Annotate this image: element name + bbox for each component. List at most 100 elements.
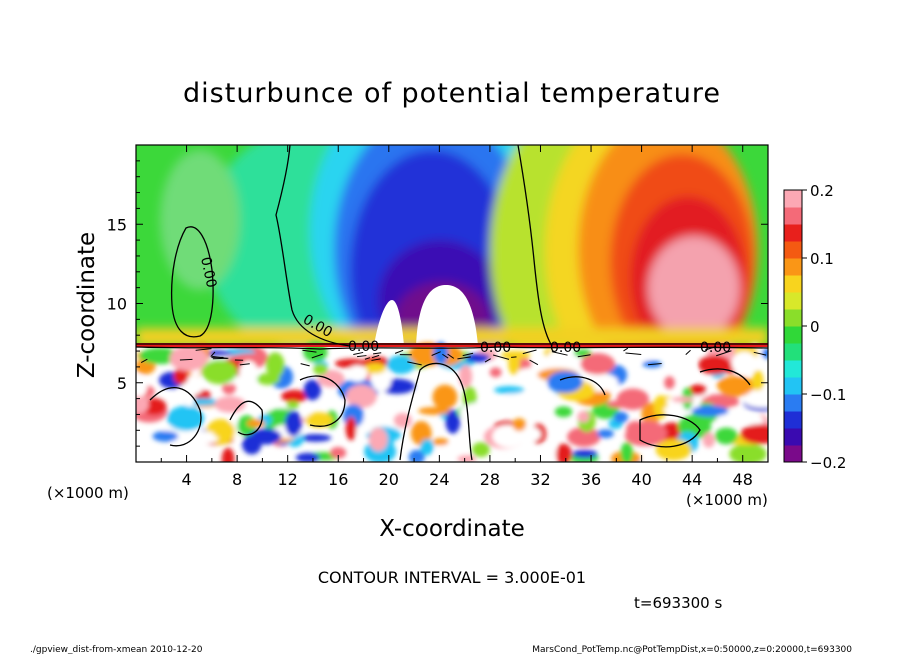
noise-blob [508, 352, 521, 375]
noise-blob [567, 427, 601, 447]
x-tick-label: 8 [232, 470, 242, 489]
contour-line [136, 346, 768, 350]
noise-blob [731, 351, 758, 376]
contour-label: 0.00 [550, 340, 581, 356]
noise-blob [633, 423, 645, 443]
contour-line [399, 362, 473, 461]
contour-interval: CONTOUR INTERVAL = 3.000E-01 [318, 568, 586, 587]
x-tick-label: 12 [278, 470, 298, 489]
colorbar-swatch [784, 207, 802, 225]
noise-blob [239, 360, 259, 386]
contour-fragment [511, 356, 517, 358]
noise-blob [386, 355, 416, 375]
colorbar-tick-label: −0.2 [810, 454, 846, 472]
noise-blob [265, 352, 285, 378]
contour-fragment [623, 347, 629, 352]
contour-line [299, 375, 346, 427]
footer-right: MarsCond_PotTemp.nc@PotTempDist,x=0:5000… [532, 645, 852, 654]
contour-fragment [577, 354, 591, 358]
noise-blob [136, 375, 148, 399]
noise-blob [305, 412, 333, 429]
noise-blob [512, 418, 526, 432]
contour-label: 0.00 [348, 339, 379, 355]
noise-blob [408, 449, 425, 462]
noise-blob [683, 358, 694, 382]
contour-fragment [394, 349, 404, 354]
noise-blob [281, 389, 308, 403]
x-tick-label: 28 [480, 470, 500, 489]
contour-fragment [357, 355, 367, 358]
contour-fragment [705, 346, 717, 351]
y-tick-label: 5 [117, 374, 127, 393]
noise-blob [136, 395, 149, 414]
boundary-red-line [136, 343, 768, 347]
colorbar-tick-label: 0.1 [810, 250, 834, 268]
contour-fragment [140, 358, 148, 363]
noise-blob [761, 348, 768, 359]
x-tick-label: 44 [682, 470, 702, 489]
white-dome-left [374, 300, 404, 346]
y-axis-label: Z-coordinate [74, 232, 100, 378]
noise-blob [489, 367, 502, 378]
y-tick-label: 10 [107, 295, 127, 314]
contour-label: 0.00 [480, 340, 511, 356]
noise-blob [555, 443, 572, 462]
colorbar-tick-label: 0 [810, 318, 820, 336]
colorbar-swatch [784, 292, 802, 310]
contour-fragment [647, 362, 662, 366]
colorbar-swatch [784, 343, 802, 361]
contour-fragment [484, 358, 491, 363]
contour-fragment [371, 358, 381, 361]
noise-blob [433, 341, 449, 365]
noise-blob [664, 376, 675, 390]
contour-fragment [210, 351, 216, 357]
colorbar-tick-label: −0.1 [810, 386, 846, 404]
contour-lines [136, 145, 768, 461]
contour-fragment [753, 351, 767, 356]
chart-title: disturbunce of potential temperature [183, 78, 721, 109]
noise-blob [300, 434, 332, 442]
plot-area [136, 145, 768, 462]
contour-line [517, 145, 553, 347]
noise-blob [702, 432, 715, 448]
x-unit-right: (×1000 m) [686, 491, 768, 509]
contour-fragment [529, 359, 539, 366]
noise-blob [691, 405, 729, 417]
contour-fragment [716, 350, 732, 357]
noise-blob [213, 431, 235, 438]
contour-fragment [302, 349, 317, 353]
noise-blob [577, 411, 590, 423]
x-tick-label: 24 [429, 470, 449, 489]
noise-blob [345, 384, 377, 409]
contour-fragment [239, 363, 250, 366]
noise-blob [606, 400, 633, 408]
noise-blob [250, 428, 282, 445]
noise-blob [596, 429, 614, 439]
noise-blob [554, 406, 573, 418]
noise-blob [345, 416, 357, 441]
noise-blob [173, 368, 189, 385]
contour-fragment [179, 358, 193, 361]
contour-line [275, 145, 351, 347]
noise-blob [317, 370, 345, 388]
x-tick-label: 40 [631, 470, 651, 489]
noise-blob [232, 353, 271, 363]
noise-blob [152, 430, 179, 442]
white-dome [416, 285, 478, 346]
noise-blob [459, 402, 500, 424]
time-label: t=693300 s [634, 594, 722, 612]
contour-fragment [551, 351, 568, 356]
contour-fragment [457, 356, 471, 360]
noise-blob [504, 391, 527, 409]
noise-blob [222, 381, 236, 395]
contour-line [639, 414, 701, 448]
colorbar-swatch [784, 241, 802, 259]
colorbar-swatch [784, 411, 802, 429]
noise-blob [458, 364, 473, 389]
noise-blob [432, 438, 449, 446]
contour-line [229, 400, 263, 436]
noise-blob [572, 449, 598, 458]
noise-blob [169, 345, 208, 372]
noise-blob [653, 395, 668, 419]
contour-fragment [311, 353, 323, 359]
